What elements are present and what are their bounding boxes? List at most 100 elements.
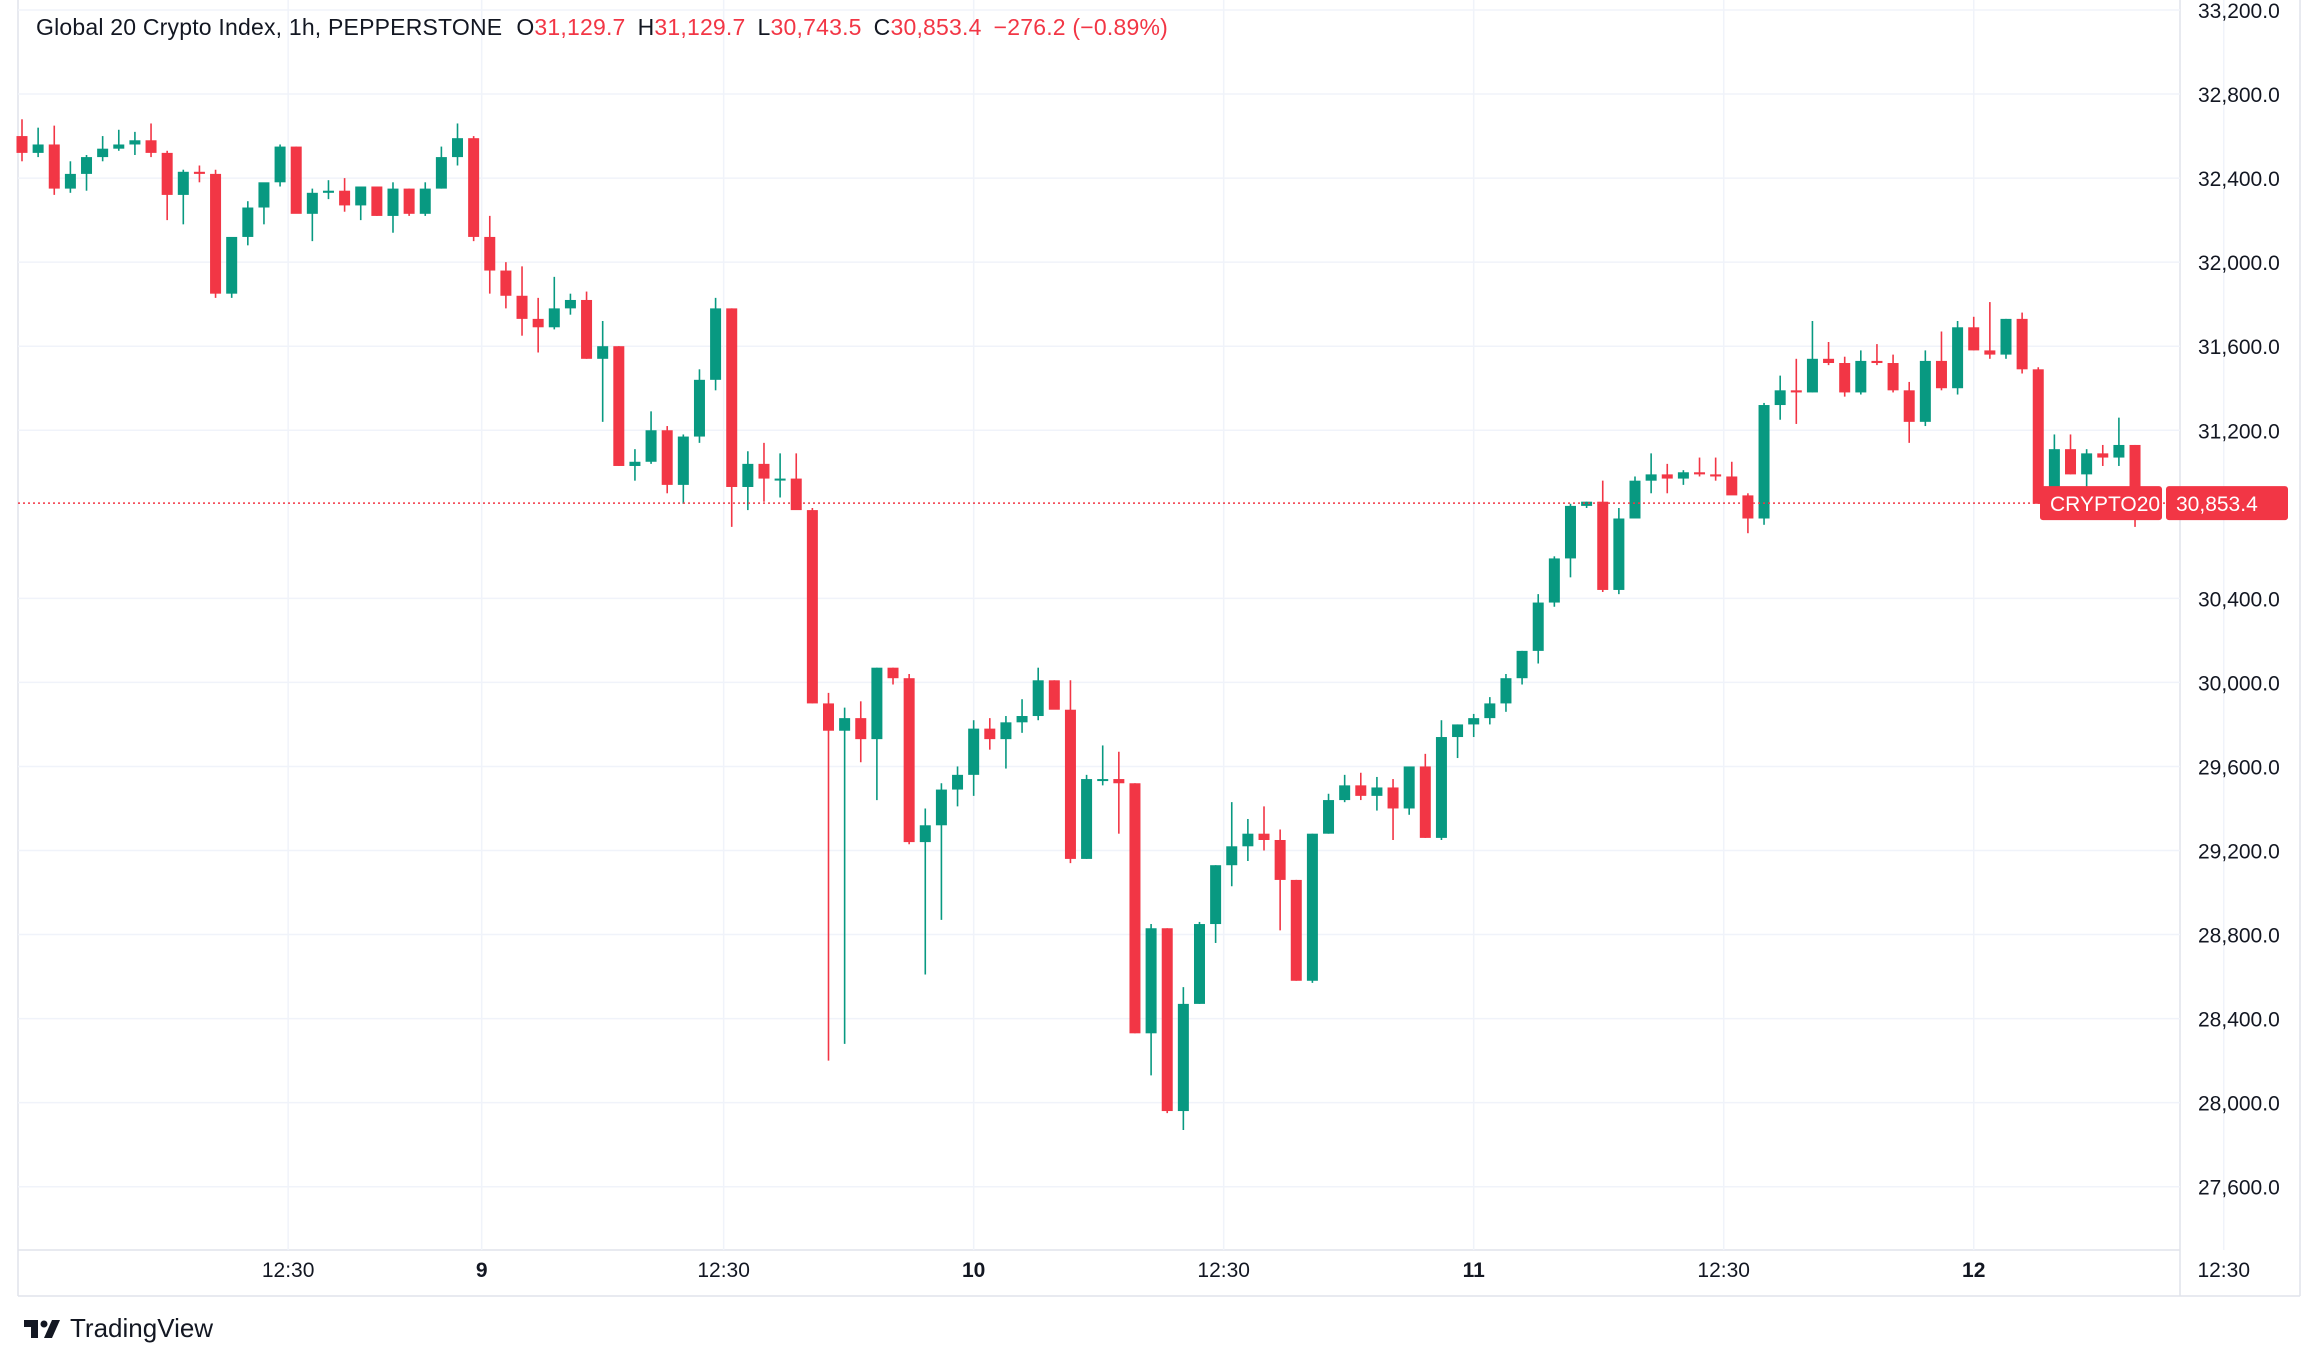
candle-body <box>1790 390 1802 393</box>
tradingview-logo-icon <box>24 1319 60 1338</box>
tradingview-branding[interactable]: TradingView <box>22 1313 213 1344</box>
candle-body <box>1468 718 1480 725</box>
candle-body <box>1823 358 1835 364</box>
candle-body <box>952 774 964 790</box>
y-tick-label: 33,200.0 <box>2198 0 2280 23</box>
candle <box>1532 594 1544 664</box>
candle <box>548 276 560 330</box>
candle-body <box>355 186 367 206</box>
x-tick-label: 12:30 <box>1197 1259 1250 1282</box>
candle-body <box>468 138 480 237</box>
y-tick-label: 32,000.0 <box>2198 252 2280 275</box>
candle-body <box>435 157 447 189</box>
candle <box>855 701 867 763</box>
candle <box>1064 680 1076 864</box>
candle-body <box>742 463 754 487</box>
candle-body <box>2032 369 2044 504</box>
candle-body <box>1629 480 1641 519</box>
legend-high-label: H <box>637 14 655 40</box>
candle-body <box>613 346 625 466</box>
candles <box>16 119 2141 1130</box>
candle-body <box>1016 716 1028 723</box>
candle-body <box>806 510 818 704</box>
candle-body <box>1226 846 1238 866</box>
candle-body <box>871 667 883 740</box>
y-tick-label: 32,400.0 <box>2198 168 2280 191</box>
candle <box>452 123 464 166</box>
candle-body <box>1887 363 1899 391</box>
candle-body <box>1532 602 1544 651</box>
candle <box>726 308 738 527</box>
candle <box>306 188 318 242</box>
candle-body <box>564 299 576 309</box>
candle <box>193 165 205 183</box>
candle-body <box>1097 779 1109 782</box>
candle <box>742 451 754 511</box>
candle <box>97 136 109 162</box>
candle-body <box>839 718 851 731</box>
candle <box>1726 461 1738 496</box>
candle <box>468 136 480 242</box>
candle-body <box>710 308 722 380</box>
candle-body <box>629 461 641 466</box>
candle-body <box>258 182 270 208</box>
candle-body <box>693 379 705 437</box>
candle-body <box>2065 449 2077 475</box>
candle-body <box>919 825 931 843</box>
candle-body <box>1435 737 1447 838</box>
candle <box>581 291 593 359</box>
candle <box>1371 776 1383 811</box>
candle <box>1694 457 1706 477</box>
x-tick-label: 12:30 <box>2197 1259 2250 1282</box>
candle-body <box>161 152 173 195</box>
candle <box>1758 402 1770 525</box>
candle-body <box>1323 800 1335 834</box>
candle-body <box>371 186 383 216</box>
candle-body <box>322 190 334 193</box>
candle-body <box>2000 318 2012 355</box>
candle <box>1484 697 1496 725</box>
candle-body <box>1516 650 1528 679</box>
candle-body <box>1774 390 1786 406</box>
candle <box>564 293 576 315</box>
candle <box>435 146 447 189</box>
chart-legend: Global 20 Crypto Index, 1h, PEPPERSTONE O… <box>36 14 1180 41</box>
candle-body <box>226 236 238 294</box>
candle <box>677 434 689 504</box>
candle-body <box>1032 680 1044 717</box>
candle <box>1145 924 1157 1076</box>
candle <box>419 182 431 216</box>
candle-body <box>823 703 834 731</box>
candle <box>1661 463 1673 494</box>
candle <box>129 131 141 155</box>
price-tag-value-bg <box>2166 486 2288 521</box>
candle <box>1871 344 1883 366</box>
x-tick-label: 10 <box>962 1259 985 1282</box>
candle-body <box>516 295 528 319</box>
candle-body <box>2113 444 2125 458</box>
candle <box>1968 316 1980 351</box>
legend-open-value: 31,129.7 <box>534 14 626 40</box>
y-tick-label: 30,000.0 <box>2198 672 2280 695</box>
candle-body <box>1726 476 1738 496</box>
candle <box>1403 766 1415 815</box>
candle-body <box>581 299 593 359</box>
candle <box>274 144 286 187</box>
candle-body <box>677 436 689 485</box>
candle-body <box>1306 833 1318 981</box>
candle <box>1081 774 1093 859</box>
candle-body <box>2081 453 2093 475</box>
candle <box>1742 493 1754 534</box>
candle-body <box>113 144 125 149</box>
candle-body <box>403 188 415 214</box>
candle-body <box>1871 360 1883 364</box>
candle-body <box>484 236 496 271</box>
candle-body <box>984 728 996 740</box>
candle <box>2065 434 2077 475</box>
candle-body <box>597 346 609 359</box>
candle <box>790 453 802 511</box>
candle <box>952 766 964 807</box>
candle <box>1097 745 1109 786</box>
legend-close-label: C <box>873 14 891 40</box>
